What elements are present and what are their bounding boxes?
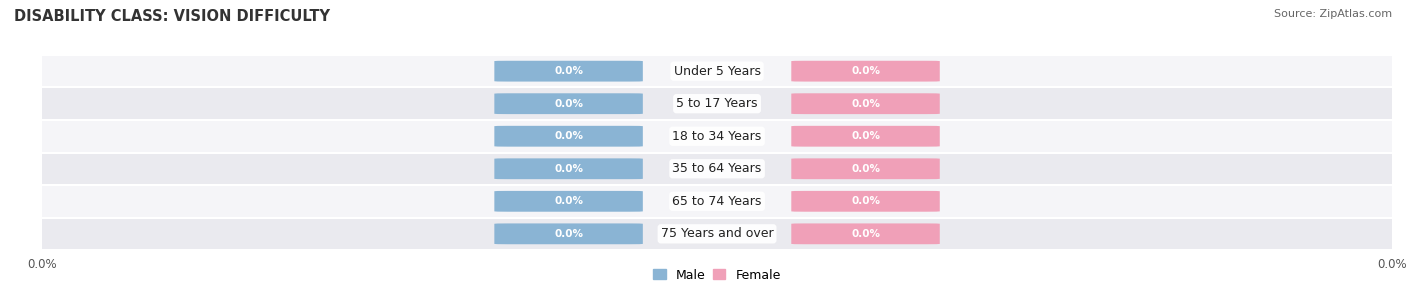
FancyBboxPatch shape: [495, 191, 643, 212]
Bar: [42, 120, 1392, 152]
Bar: [42, 88, 1392, 120]
Text: 0.0%: 0.0%: [554, 66, 583, 76]
Text: 0.0%: 0.0%: [851, 164, 880, 174]
Text: 5 to 17 Years: 5 to 17 Years: [676, 97, 758, 110]
Text: 0.0%: 0.0%: [851, 99, 880, 109]
Bar: [42, 217, 1392, 250]
FancyBboxPatch shape: [495, 224, 643, 244]
FancyBboxPatch shape: [792, 126, 939, 147]
FancyBboxPatch shape: [792, 93, 939, 114]
Text: 35 to 64 Years: 35 to 64 Years: [672, 162, 762, 175]
FancyBboxPatch shape: [495, 158, 643, 179]
Bar: [42, 55, 1392, 88]
FancyBboxPatch shape: [792, 158, 939, 179]
Bar: [42, 152, 1392, 185]
Text: 0.0%: 0.0%: [851, 196, 880, 206]
Text: Source: ZipAtlas.com: Source: ZipAtlas.com: [1274, 9, 1392, 19]
Text: 0.0%: 0.0%: [851, 229, 880, 239]
Text: 0.0%: 0.0%: [554, 164, 583, 174]
Text: 0.0%: 0.0%: [851, 131, 880, 141]
Text: 0.0%: 0.0%: [554, 99, 583, 109]
Bar: [42, 185, 1392, 217]
FancyBboxPatch shape: [792, 191, 939, 212]
FancyBboxPatch shape: [495, 93, 643, 114]
Text: 0.0%: 0.0%: [554, 229, 583, 239]
Text: DISABILITY CLASS: VISION DIFFICULTY: DISABILITY CLASS: VISION DIFFICULTY: [14, 9, 330, 24]
FancyBboxPatch shape: [792, 61, 939, 81]
FancyBboxPatch shape: [495, 61, 643, 81]
Text: 0.0%: 0.0%: [554, 196, 583, 206]
Text: 75 Years and over: 75 Years and over: [661, 227, 773, 240]
Text: 65 to 74 Years: 65 to 74 Years: [672, 195, 762, 208]
Text: 18 to 34 Years: 18 to 34 Years: [672, 130, 762, 143]
FancyBboxPatch shape: [495, 126, 643, 147]
Text: Under 5 Years: Under 5 Years: [673, 65, 761, 78]
FancyBboxPatch shape: [792, 224, 939, 244]
Legend: Male, Female: Male, Female: [648, 264, 786, 287]
Text: 0.0%: 0.0%: [554, 131, 583, 141]
Text: 0.0%: 0.0%: [851, 66, 880, 76]
